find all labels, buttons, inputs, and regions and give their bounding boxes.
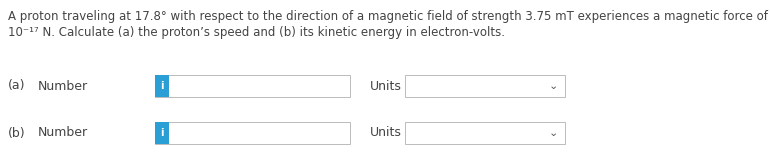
Text: A proton traveling at 17.8° with respect to the direction of a magnetic field of: A proton traveling at 17.8° with respect… — [8, 10, 771, 23]
FancyBboxPatch shape — [405, 122, 565, 144]
Text: i: i — [160, 81, 163, 91]
Text: Units: Units — [370, 126, 402, 139]
Text: (b): (b) — [8, 126, 25, 139]
Text: 10⁻¹⁷ N. Calculate (a) the proton’s speed and (b) its kinetic energy in electron: 10⁻¹⁷ N. Calculate (a) the proton’s spee… — [8, 26, 505, 39]
Text: Number: Number — [38, 126, 88, 139]
FancyBboxPatch shape — [155, 122, 169, 144]
FancyBboxPatch shape — [155, 75, 350, 97]
FancyBboxPatch shape — [405, 75, 565, 97]
Text: Units: Units — [370, 79, 402, 93]
Text: (a): (a) — [8, 79, 25, 93]
Text: ⌄: ⌄ — [548, 81, 557, 91]
Text: i: i — [160, 128, 163, 138]
Text: ⌄: ⌄ — [548, 128, 557, 138]
FancyBboxPatch shape — [155, 122, 350, 144]
Text: Number: Number — [38, 79, 88, 93]
FancyBboxPatch shape — [155, 75, 169, 97]
